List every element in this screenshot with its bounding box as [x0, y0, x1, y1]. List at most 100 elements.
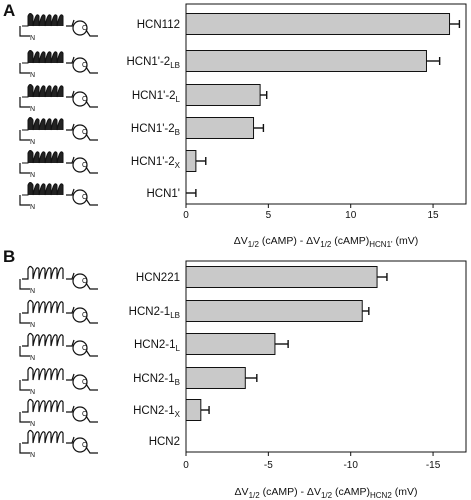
bar: [185, 266, 378, 288]
transmembrane-segments: [22, 150, 64, 164]
n-terminus-line: [19, 97, 30, 108]
x-axis-title: ΔV1/2 (cAMP) - ΔV1/2 (cAMP)HCN1' (mV): [234, 235, 418, 249]
n-terminus-line: [19, 443, 30, 454]
x-tick-label: 0: [183, 460, 189, 471]
x-tick-label: 15: [427, 210, 439, 221]
channel-cartoon-icon: NC: [19, 429, 98, 459]
n-terminus-line: [19, 130, 30, 141]
bar: [185, 300, 363, 322]
n-terminus-label: N: [30, 452, 35, 459]
c-terminus-label: C: [82, 345, 87, 352]
category-label: HCN2-1LB: [129, 306, 180, 320]
c-tail-line: [85, 349, 98, 357]
transmembrane-segments: [22, 117, 64, 131]
panel-letter-a: A: [3, 1, 15, 20]
transmembrane-segments: [22, 84, 64, 98]
bar: [185, 367, 246, 389]
category-label: HCN1'-2B: [131, 123, 180, 137]
x-tick-label: -10: [343, 460, 358, 471]
category-label: HCN2-1X: [133, 405, 181, 419]
x-tick-label: 5: [266, 210, 272, 221]
c-terminus-label: C: [82, 96, 87, 103]
c-linker-line: [66, 272, 75, 280]
n-terminus-label: N: [30, 204, 35, 211]
channel-cartoon-icon: NC: [19, 398, 98, 428]
c-linker-line: [66, 339, 75, 347]
n-terminus-label: N: [30, 288, 35, 295]
cnbd-circle: [72, 157, 88, 173]
c-linker-line: [66, 306, 75, 314]
c-terminus-label: C: [82, 312, 87, 319]
panel-letter-b: B: [3, 247, 15, 266]
cnbd-circle: [72, 57, 88, 73]
c-terminus-label: C: [82, 129, 87, 136]
n-terminus-line: [19, 346, 30, 357]
category-label: HCN2-1B: [133, 373, 180, 387]
bar: [185, 333, 276, 355]
c-tail-line: [85, 198, 98, 206]
category-label: HCN1'-2L: [132, 90, 181, 104]
panel-a-chart: 0 5 10 15HCN112NCHCN1'-2LBNCHCN1'-2LNCHCN1'…: [19, 3, 467, 249]
cnbd-circle: [72, 91, 88, 107]
c-terminus-label: C: [82, 379, 87, 386]
bar: [185, 13, 451, 35]
transmembrane-segments: [22, 299, 64, 314]
category-label: HCN1'-2LB: [126, 56, 180, 70]
category-label: HCN112: [137, 19, 180, 31]
transmembrane-segments: [22, 265, 64, 280]
transmembrane-segments: [22, 332, 64, 347]
n-terminus-label: N: [30, 139, 35, 146]
transmembrane-segments: [22, 50, 64, 64]
channel-cartoon-icon: NC: [19, 150, 98, 179]
channel-cartoon-icon: NC: [19, 182, 98, 211]
category-label: HCN2-1L: [134, 339, 181, 353]
cnbd-circle: [72, 307, 88, 323]
x-tick-label: -5: [264, 460, 273, 471]
c-linker-line: [66, 90, 75, 98]
n-terminus-line: [19, 163, 30, 174]
channel-cartoon-icon: NC: [19, 13, 98, 42]
c-tail-line: [85, 29, 98, 37]
n-terminus-label: N: [30, 106, 35, 113]
panel-b-chart: 0 -5 -10 -15HCN221NCHCN2-1LBNCHCN2-1LNCHCN2…: [19, 260, 467, 500]
n-terminus-label: N: [30, 355, 35, 362]
c-linker-line: [66, 188, 75, 196]
cnbd-circle: [72, 340, 88, 356]
c-tail-line: [85, 133, 98, 141]
c-linker-line: [66, 56, 75, 64]
n-terminus-line: [19, 63, 30, 74]
category-label: HCN221: [136, 272, 180, 284]
n-terminus-label: N: [30, 72, 35, 79]
n-terminus-line: [19, 313, 30, 324]
c-terminus-label: C: [82, 442, 87, 449]
bar: [185, 117, 255, 139]
n-terminus-label: N: [30, 421, 35, 428]
x-axis-title: ΔV1/2 (cAMP) - ΔV1/2 (cAMP)HCN2 (mV): [235, 486, 418, 500]
x-tick-label: 0: [183, 210, 189, 221]
cnbd-circle: [72, 20, 88, 36]
c-tail-line: [85, 66, 98, 74]
transmembrane-segments: [22, 398, 64, 413]
cnbd-circle: [72, 406, 88, 422]
c-tail-line: [85, 383, 98, 391]
c-tail-line: [85, 100, 98, 108]
n-terminus-label: N: [30, 172, 35, 179]
transmembrane-segments: [22, 429, 64, 444]
cnbd-circle: [72, 273, 88, 289]
c-tail-line: [85, 316, 98, 324]
c-tail-line: [85, 415, 98, 423]
n-terminus-label: N: [30, 35, 35, 42]
c-tail-line: [85, 446, 98, 454]
c-linker-line: [66, 156, 75, 164]
n-terminus-line: [19, 26, 30, 37]
cnbd-circle: [72, 437, 88, 453]
x-tick-label: -15: [426, 460, 441, 471]
cnbd-circle: [72, 124, 88, 140]
channel-cartoon-icon: NC: [19, 265, 98, 295]
transmembrane-segments: [22, 182, 64, 196]
c-terminus-label: C: [82, 194, 87, 201]
n-terminus-line: [19, 195, 30, 206]
transmembrane-segments: [22, 13, 64, 27]
cnbd-circle: [72, 374, 88, 390]
